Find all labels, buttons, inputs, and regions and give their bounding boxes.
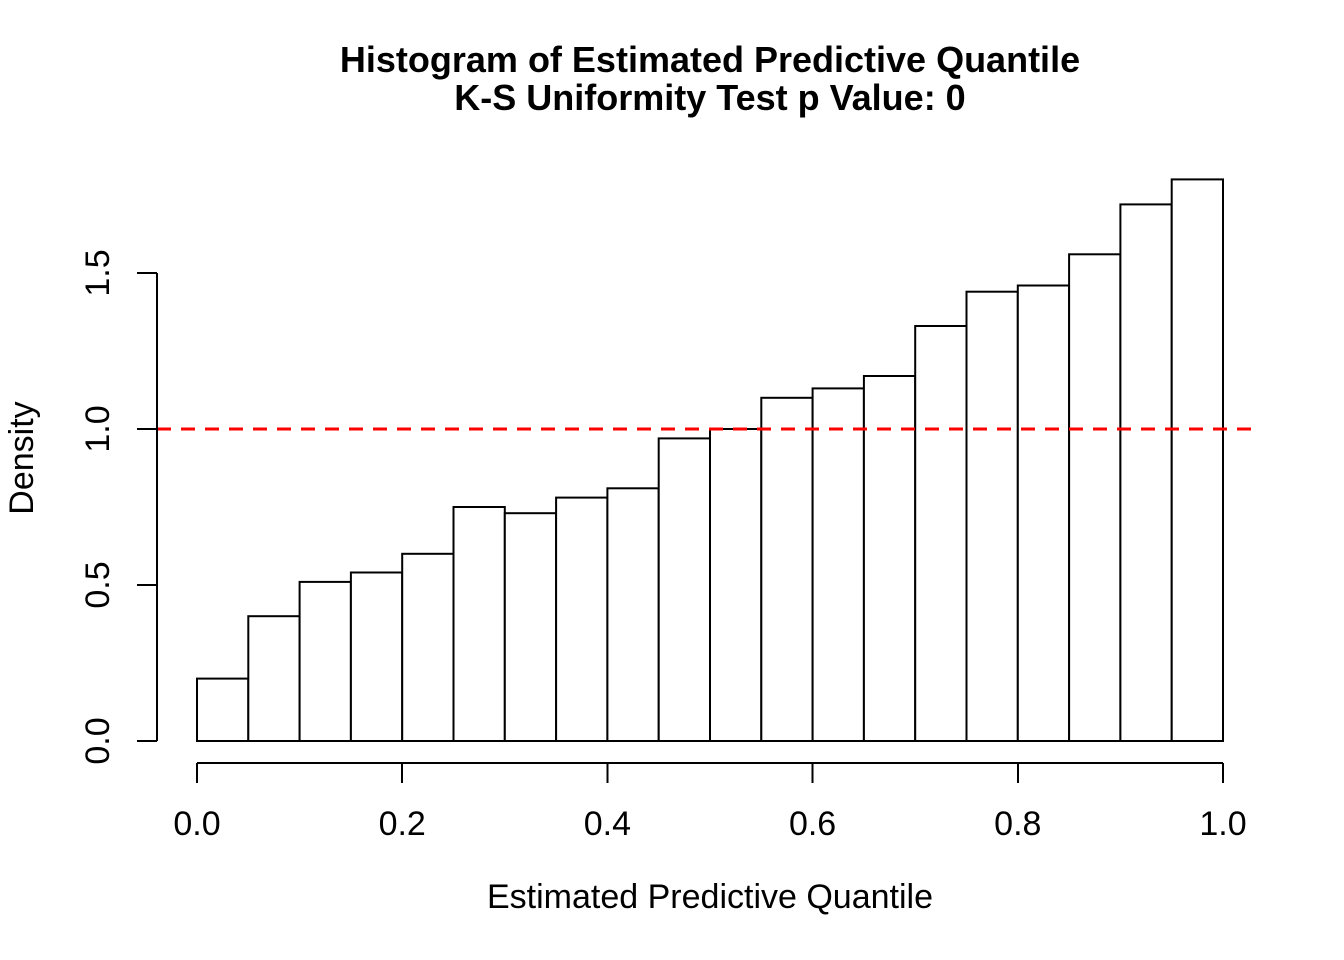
x-tick-label: 0.6 — [789, 805, 836, 843]
histogram-bar — [298, 580, 352, 743]
histogram-bar — [965, 290, 1019, 742]
plot-subtitle: K-S Uniformity Test p Value: 0 — [454, 77, 966, 118]
y-tick-label: 1.5 — [79, 249, 117, 296]
x-tick-label: 0.4 — [584, 805, 631, 843]
y-tick-label: 0.5 — [79, 561, 117, 608]
histogram-bar — [1119, 203, 1173, 742]
y-tick-label: 1.0 — [79, 405, 117, 452]
histogram-bar — [1170, 178, 1224, 742]
histogram-bar — [555, 496, 609, 742]
x-axis-label: Estimated Predictive Quantile — [487, 878, 933, 916]
histogram-bar — [811, 387, 865, 742]
histogram-bar — [1016, 284, 1071, 742]
histogram-bar — [914, 325, 968, 742]
x-tick-label: 1.0 — [1199, 805, 1246, 843]
histogram-bar — [503, 512, 558, 743]
y-tick-label: 0.0 — [79, 717, 117, 764]
histogram-bar — [657, 437, 712, 742]
histogram-bar — [760, 396, 814, 742]
x-tick-label: 0.2 — [379, 805, 426, 843]
histogram-bar — [709, 428, 763, 742]
histogram-bar — [862, 375, 917, 742]
histogram-bar — [1068, 253, 1122, 743]
histogram-bar — [606, 487, 660, 742]
x-tick-label: 0.0 — [173, 805, 220, 843]
histogram-bar — [452, 506, 506, 742]
plot-title: Histogram of Estimated Predictive Quanti… — [339, 39, 1081, 80]
histogram-bar — [247, 615, 301, 743]
histogram-bar — [401, 552, 455, 742]
histogram-bar — [349, 571, 404, 742]
histogram-bar — [196, 677, 250, 742]
x-tick-label: 0.8 — [994, 805, 1041, 843]
